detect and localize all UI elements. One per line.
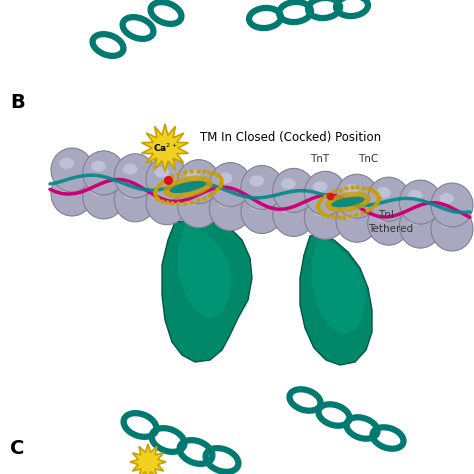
Ellipse shape bbox=[123, 164, 137, 175]
Ellipse shape bbox=[178, 183, 219, 228]
Ellipse shape bbox=[431, 183, 473, 227]
Ellipse shape bbox=[281, 178, 296, 189]
Polygon shape bbox=[130, 444, 166, 474]
Ellipse shape bbox=[431, 207, 473, 251]
Ellipse shape bbox=[325, 191, 371, 212]
Polygon shape bbox=[312, 238, 366, 335]
Ellipse shape bbox=[241, 190, 283, 234]
Ellipse shape bbox=[186, 193, 201, 205]
Ellipse shape bbox=[241, 165, 283, 210]
Ellipse shape bbox=[304, 195, 346, 239]
Ellipse shape bbox=[82, 151, 125, 195]
Ellipse shape bbox=[273, 192, 315, 237]
Ellipse shape bbox=[376, 187, 391, 198]
Ellipse shape bbox=[82, 175, 125, 219]
Ellipse shape bbox=[273, 168, 315, 212]
Ellipse shape bbox=[345, 184, 359, 195]
Polygon shape bbox=[300, 234, 372, 365]
Text: Ca$^{2+}$: Ca$^{2+}$ bbox=[153, 142, 177, 154]
Ellipse shape bbox=[313, 181, 328, 192]
Text: Tethered: Tethered bbox=[368, 224, 413, 234]
Ellipse shape bbox=[249, 200, 264, 210]
Ellipse shape bbox=[331, 197, 365, 207]
Ellipse shape bbox=[178, 160, 219, 204]
Ellipse shape bbox=[123, 188, 137, 199]
Ellipse shape bbox=[399, 180, 441, 224]
Text: C: C bbox=[10, 438, 24, 457]
Ellipse shape bbox=[146, 157, 188, 201]
Ellipse shape bbox=[439, 217, 454, 228]
Ellipse shape bbox=[399, 204, 441, 248]
Ellipse shape bbox=[408, 190, 422, 201]
Text: TM In Closed (Cocked) Position: TM In Closed (Cocked) Position bbox=[200, 131, 381, 145]
Ellipse shape bbox=[210, 163, 251, 207]
Polygon shape bbox=[162, 220, 252, 362]
Text: B: B bbox=[10, 92, 25, 111]
Ellipse shape bbox=[376, 211, 391, 222]
Ellipse shape bbox=[368, 201, 410, 245]
Ellipse shape bbox=[281, 202, 296, 213]
Ellipse shape bbox=[218, 173, 232, 183]
Ellipse shape bbox=[336, 198, 378, 242]
Ellipse shape bbox=[210, 187, 251, 230]
Text: TnC: TnC bbox=[358, 154, 378, 164]
Ellipse shape bbox=[368, 177, 410, 221]
Ellipse shape bbox=[59, 158, 74, 169]
Ellipse shape bbox=[186, 170, 201, 181]
Ellipse shape bbox=[91, 185, 106, 196]
Ellipse shape bbox=[91, 161, 106, 172]
Ellipse shape bbox=[170, 181, 206, 193]
Ellipse shape bbox=[114, 178, 156, 222]
Ellipse shape bbox=[313, 205, 328, 216]
Polygon shape bbox=[142, 124, 188, 172]
Ellipse shape bbox=[59, 182, 74, 193]
Ellipse shape bbox=[345, 208, 359, 219]
Text: TnT: TnT bbox=[310, 154, 329, 164]
Ellipse shape bbox=[51, 148, 93, 192]
Ellipse shape bbox=[439, 193, 454, 204]
Ellipse shape bbox=[249, 175, 264, 186]
Ellipse shape bbox=[408, 214, 422, 225]
Ellipse shape bbox=[218, 197, 232, 208]
Ellipse shape bbox=[336, 174, 378, 218]
Text: TnI: TnI bbox=[378, 210, 394, 220]
Ellipse shape bbox=[146, 181, 188, 225]
Ellipse shape bbox=[114, 154, 156, 198]
Ellipse shape bbox=[304, 171, 346, 215]
Ellipse shape bbox=[155, 191, 169, 201]
Ellipse shape bbox=[155, 167, 169, 178]
Polygon shape bbox=[178, 225, 232, 318]
Ellipse shape bbox=[51, 172, 93, 216]
Ellipse shape bbox=[163, 175, 213, 199]
